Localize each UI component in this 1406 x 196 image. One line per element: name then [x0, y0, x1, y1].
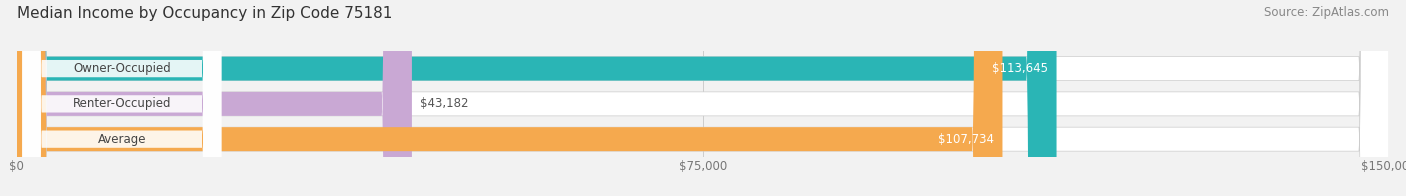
Text: Owner-Occupied: Owner-Occupied: [73, 62, 170, 75]
Text: Average: Average: [97, 133, 146, 146]
Text: $113,645: $113,645: [993, 62, 1049, 75]
Text: $107,734: $107,734: [938, 133, 994, 146]
FancyBboxPatch shape: [17, 0, 1056, 196]
FancyBboxPatch shape: [17, 0, 412, 196]
Text: Renter-Occupied: Renter-Occupied: [73, 97, 172, 110]
Text: Median Income by Occupancy in Zip Code 75181: Median Income by Occupancy in Zip Code 7…: [17, 6, 392, 21]
FancyBboxPatch shape: [22, 0, 221, 196]
FancyBboxPatch shape: [17, 0, 1389, 196]
FancyBboxPatch shape: [17, 0, 1002, 196]
FancyBboxPatch shape: [22, 0, 221, 196]
Text: Source: ZipAtlas.com: Source: ZipAtlas.com: [1264, 6, 1389, 19]
FancyBboxPatch shape: [17, 0, 1389, 196]
Text: $43,182: $43,182: [420, 97, 468, 110]
FancyBboxPatch shape: [22, 0, 221, 196]
FancyBboxPatch shape: [17, 0, 1389, 196]
